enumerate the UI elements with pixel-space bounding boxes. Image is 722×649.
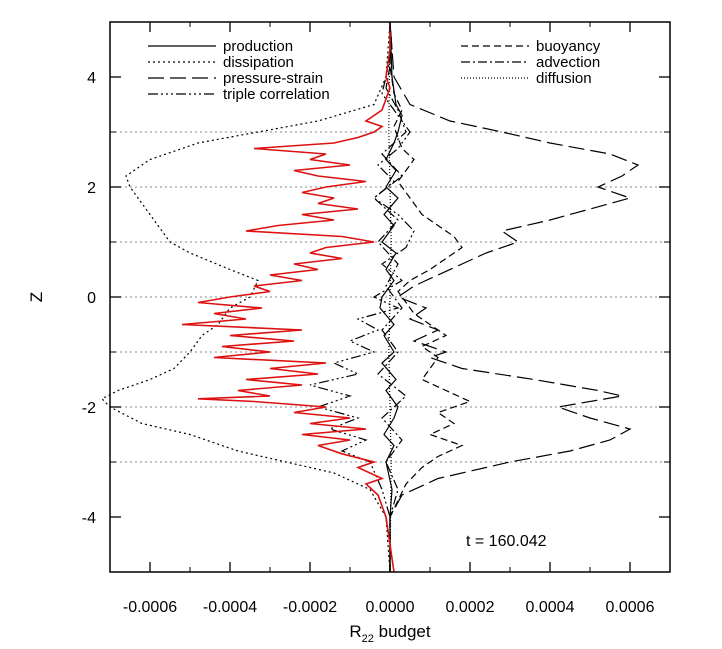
- x-tick-label: -0.0006: [123, 599, 177, 616]
- y-tick-label: -4: [82, 510, 96, 527]
- x-tick-label: 0.0002: [446, 599, 495, 616]
- legend-label-production: production: [223, 38, 293, 55]
- legend-label-advection: advection: [536, 54, 600, 71]
- series-line-buoyancy: [389, 22, 472, 572]
- legend-label-dissipation: dissipation: [223, 54, 294, 71]
- legend-label-triple-correlation: triple correlation: [223, 86, 330, 103]
- y-axis-label: Z: [27, 292, 46, 302]
- series-line-advection: [373, 22, 407, 572]
- x-tick-label: 0.0006: [606, 599, 655, 616]
- x-axis-label-tail: budget: [374, 622, 431, 641]
- y-tick-label: 4: [87, 70, 96, 87]
- series-line-dissipation: [101, 21, 391, 573]
- legend-label-buoyancy: buoyancy: [536, 38, 601, 55]
- x-tick-label: -0.0004: [203, 599, 257, 616]
- series-line-pressure-strain: [389, 21, 640, 572]
- x-tick-label: 0.0000: [366, 599, 415, 616]
- axis-ticks: -0.0006 -0.0004 -0.0002 0.0000 0.0002 0.0004 0…: [82, 21, 671, 616]
- legend: productiondissipationpressure-straintrip…: [148, 38, 601, 103]
- legend-label-diffusion: diffusion: [536, 70, 592, 87]
- series-layer: [101, 21, 640, 573]
- y-tick-label: -2: [82, 400, 96, 417]
- x-tick-label: -0.0002: [283, 599, 337, 616]
- y-tick-label: 0: [87, 290, 96, 307]
- x-axis-label-main: R: [349, 622, 361, 641]
- x-axis-label: R22 budget: [349, 622, 431, 645]
- x-axis-label-subscript: 22: [362, 633, 374, 645]
- time-annotation: t = 160.042: [466, 533, 547, 550]
- legend-label-pressure-strain: pressure-strain: [223, 70, 323, 87]
- x-tick-label: 0.0004: [526, 599, 575, 616]
- y-tick-label: 2: [87, 180, 96, 197]
- series-line-R22-tendency: [181, 22, 395, 573]
